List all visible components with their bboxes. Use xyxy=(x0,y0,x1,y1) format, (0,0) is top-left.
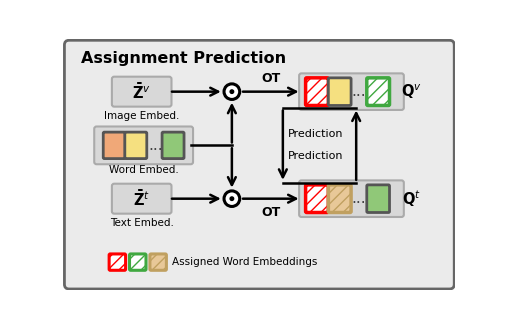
Text: $\mathbf{\bar{Z}}^t$: $\mathbf{\bar{Z}}^t$ xyxy=(133,189,150,209)
Text: OT: OT xyxy=(261,72,280,85)
FancyBboxPatch shape xyxy=(112,184,171,214)
Circle shape xyxy=(230,90,233,94)
FancyBboxPatch shape xyxy=(366,185,389,213)
FancyBboxPatch shape xyxy=(298,180,403,217)
FancyBboxPatch shape xyxy=(129,254,146,270)
Text: $\mathbf{Q}^v$: $\mathbf{Q}^v$ xyxy=(400,82,421,101)
Text: Word Embed.: Word Embed. xyxy=(109,165,178,175)
Text: OT: OT xyxy=(261,206,280,219)
FancyBboxPatch shape xyxy=(149,254,166,270)
FancyBboxPatch shape xyxy=(328,78,350,106)
FancyBboxPatch shape xyxy=(305,78,328,106)
FancyBboxPatch shape xyxy=(109,254,125,270)
Text: $\mathbf{Q}^t$: $\mathbf{Q}^t$ xyxy=(401,188,420,209)
Circle shape xyxy=(224,191,239,206)
Text: ...: ... xyxy=(350,84,365,99)
FancyBboxPatch shape xyxy=(162,132,184,158)
Text: ...: ... xyxy=(148,138,163,153)
Text: $\mathbf{\bar{Z}}^v$: $\mathbf{\bar{Z}}^v$ xyxy=(132,82,151,102)
FancyBboxPatch shape xyxy=(125,132,146,158)
FancyBboxPatch shape xyxy=(366,78,389,106)
Text: Assignment Prediction: Assignment Prediction xyxy=(81,51,285,66)
Text: Prediction: Prediction xyxy=(287,129,342,139)
Text: Assigned Word Embeddings: Assigned Word Embeddings xyxy=(172,257,317,267)
Text: Image Embed.: Image Embed. xyxy=(104,111,179,121)
Circle shape xyxy=(224,84,239,99)
Text: Text Embed.: Text Embed. xyxy=(110,218,173,228)
FancyBboxPatch shape xyxy=(103,132,125,158)
FancyBboxPatch shape xyxy=(112,77,171,107)
FancyBboxPatch shape xyxy=(328,185,350,213)
FancyBboxPatch shape xyxy=(305,185,328,213)
FancyBboxPatch shape xyxy=(64,40,453,289)
Circle shape xyxy=(230,197,233,200)
Text: ...: ... xyxy=(350,191,365,206)
FancyBboxPatch shape xyxy=(298,73,403,110)
FancyBboxPatch shape xyxy=(94,126,193,164)
Text: Prediction: Prediction xyxy=(287,151,342,161)
